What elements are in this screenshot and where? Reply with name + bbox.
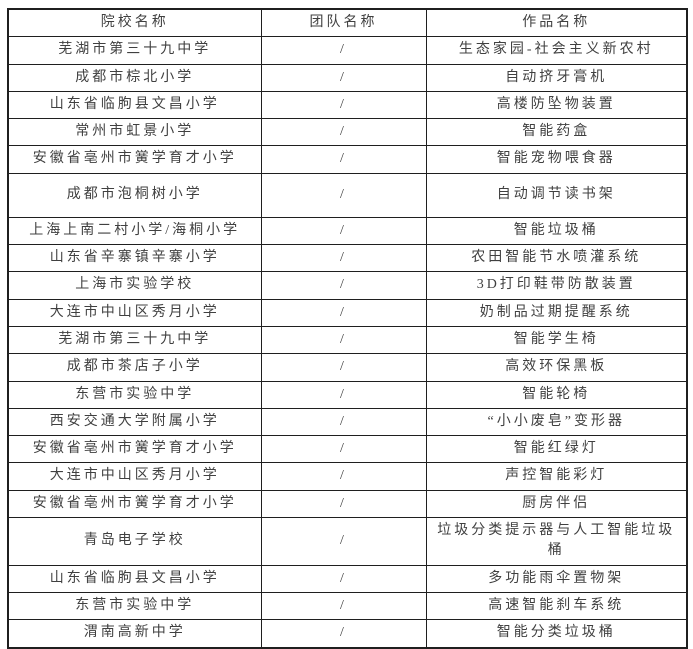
school-cell: 上海上南二村小学/海桐小学 bbox=[7, 216, 262, 246]
team-cell: / bbox=[260, 591, 427, 621]
work-cell: 垃圾分类提示器与人工智能垃圾桶 bbox=[425, 517, 688, 566]
school-cell: 成都市茶店子小学 bbox=[7, 353, 262, 382]
team-cell: / bbox=[260, 244, 427, 273]
school-cell: 安徽省亳州市黉学育才小学 bbox=[7, 435, 262, 464]
work-cell: 高楼防坠物装置 bbox=[425, 90, 688, 120]
work-cell: 高速智能刹车系统 bbox=[425, 591, 688, 621]
table-row: 西安交通大学附属小学 / “小小废皂”变形器 bbox=[7, 407, 688, 437]
work-cell: 智能轮椅 bbox=[425, 380, 688, 409]
header-team: 团队名称 bbox=[260, 8, 427, 38]
team-cell: / bbox=[260, 564, 427, 593]
team-cell: / bbox=[260, 489, 427, 519]
team-cell: / bbox=[260, 407, 427, 437]
school-cell: 大连市中山区秀月小学 bbox=[7, 462, 262, 491]
table-row: 青岛电子学校 / 垃圾分类提示器与人工智能垃圾桶 bbox=[7, 517, 688, 566]
school-cell: 安徽省亳州市黉学育才小学 bbox=[7, 145, 262, 174]
team-cell: / bbox=[260, 118, 427, 147]
school-cell: 渭南高新中学 bbox=[7, 619, 262, 649]
team-cell: / bbox=[260, 435, 427, 464]
table-row: 常州市虹景小学 / 智能药盒 bbox=[7, 118, 688, 147]
team-cell: / bbox=[260, 145, 427, 174]
work-cell: 3D打印鞋带防散装置 bbox=[425, 271, 688, 300]
school-cell: 山东省辛寨镇辛寨小学 bbox=[7, 244, 262, 273]
school-cell: 山东省临朐县文昌小学 bbox=[7, 564, 262, 593]
work-cell: 声控智能彩灯 bbox=[425, 462, 688, 491]
team-cell: / bbox=[260, 353, 427, 382]
school-cell: 成都市棕北小学 bbox=[7, 63, 262, 92]
works-table: 院校名称 团队名称 作品名称 芜湖市第三十九中学 / 生态家园-社会主义新农村 成都市… bbox=[7, 8, 688, 649]
header-row: 院校名称 团队名称 作品名称 bbox=[7, 8, 688, 38]
work-cell: 奶制品过期提醒系统 bbox=[425, 298, 688, 327]
work-cell: 生态家园-社会主义新农村 bbox=[425, 36, 688, 65]
school-cell: 常州市虹景小学 bbox=[7, 118, 262, 147]
work-cell: “小小废皂”变形器 bbox=[425, 407, 688, 437]
work-cell: 农田智能节水喷灌系统 bbox=[425, 244, 688, 273]
work-cell: 智能红绿灯 bbox=[425, 435, 688, 464]
team-cell: / bbox=[260, 298, 427, 327]
table-row: 东营市实验中学 / 智能轮椅 bbox=[7, 380, 688, 409]
school-cell: 东营市实验中学 bbox=[7, 591, 262, 621]
table-row: 安徽省亳州市黉学育才小学 / 智能宠物喂食器 bbox=[7, 145, 688, 174]
table-row: 渭南高新中学 / 智能分类垃圾桶 bbox=[7, 619, 688, 649]
table-row: 山东省临朐县文昌小学 / 多功能雨伞置物架 bbox=[7, 564, 688, 593]
team-cell: / bbox=[260, 325, 427, 355]
table-row: 山东省临朐县文昌小学 / 高楼防坠物装置 bbox=[7, 90, 688, 120]
team-cell: / bbox=[260, 172, 427, 218]
work-cell: 自动挤牙膏机 bbox=[425, 63, 688, 92]
team-cell: / bbox=[260, 271, 427, 300]
table-row: 芜湖市第三十九中学 / 生态家园-社会主义新农村 bbox=[7, 36, 688, 65]
table-row: 大连市中山区秀月小学 / 奶制品过期提醒系统 bbox=[7, 298, 688, 327]
header-work: 作品名称 bbox=[425, 8, 688, 38]
school-cell: 山东省临朐县文昌小学 bbox=[7, 90, 262, 120]
school-cell: 安徽省亳州市黉学育才小学 bbox=[7, 489, 262, 519]
team-cell: / bbox=[260, 36, 427, 65]
team-cell: / bbox=[260, 63, 427, 92]
work-cell: 智能分类垃圾桶 bbox=[425, 619, 688, 649]
team-cell: / bbox=[260, 216, 427, 246]
work-cell: 智能药盒 bbox=[425, 118, 688, 147]
work-cell: 高效环保黑板 bbox=[425, 353, 688, 382]
school-cell: 西安交通大学附属小学 bbox=[7, 407, 262, 437]
work-cell: 智能垃圾桶 bbox=[425, 216, 688, 246]
table-body: 芜湖市第三十九中学 / 生态家园-社会主义新农村 成都市棕北小学 / 自动挤牙膏机 山东省临… bbox=[7, 36, 688, 649]
table-row: 成都市泡桐树小学 / 自动调节读书架 bbox=[7, 172, 688, 218]
table-row: 成都市棕北小学 / 自动挤牙膏机 bbox=[7, 63, 688, 92]
team-cell: / bbox=[260, 462, 427, 491]
table-row: 芜湖市第三十九中学 / 智能学生椅 bbox=[7, 325, 688, 355]
school-cell: 芜湖市第三十九中学 bbox=[7, 36, 262, 65]
school-cell: 上海市实验学校 bbox=[7, 271, 262, 300]
table-row: 山东省辛寨镇辛寨小学 / 农田智能节水喷灌系统 bbox=[7, 244, 688, 273]
team-cell: / bbox=[260, 619, 427, 649]
work-cell: 厨房伴侣 bbox=[425, 489, 688, 519]
table-row: 安徽省亳州市黉学育才小学 / 厨房伴侣 bbox=[7, 489, 688, 519]
work-cell: 智能学生椅 bbox=[425, 325, 688, 355]
team-cell: / bbox=[260, 517, 427, 566]
school-cell: 东营市实验中学 bbox=[7, 380, 262, 409]
team-cell: / bbox=[260, 380, 427, 409]
table-row: 安徽省亳州市黉学育才小学 / 智能红绿灯 bbox=[7, 435, 688, 464]
table-row: 成都市茶店子小学 / 高效环保黑板 bbox=[7, 353, 688, 382]
work-cell: 多功能雨伞置物架 bbox=[425, 564, 688, 593]
work-cell: 智能宠物喂食器 bbox=[425, 145, 688, 174]
team-cell: / bbox=[260, 90, 427, 120]
table-row: 东营市实验中学 / 高速智能刹车系统 bbox=[7, 591, 688, 621]
header-school: 院校名称 bbox=[7, 8, 262, 38]
work-cell: 自动调节读书架 bbox=[425, 172, 688, 218]
table-row: 上海上南二村小学/海桐小学 / 智能垃圾桶 bbox=[7, 216, 688, 246]
school-cell: 芜湖市第三十九中学 bbox=[7, 325, 262, 355]
school-cell: 成都市泡桐树小学 bbox=[7, 172, 262, 218]
school-cell: 青岛电子学校 bbox=[7, 517, 262, 566]
school-cell: 大连市中山区秀月小学 bbox=[7, 298, 262, 327]
table-row: 上海市实验学校/3D打印鞋带防散装置 bbox=[7, 271, 688, 300]
table-row: 大连市中山区秀月小学 / 声控智能彩灯 bbox=[7, 462, 688, 491]
